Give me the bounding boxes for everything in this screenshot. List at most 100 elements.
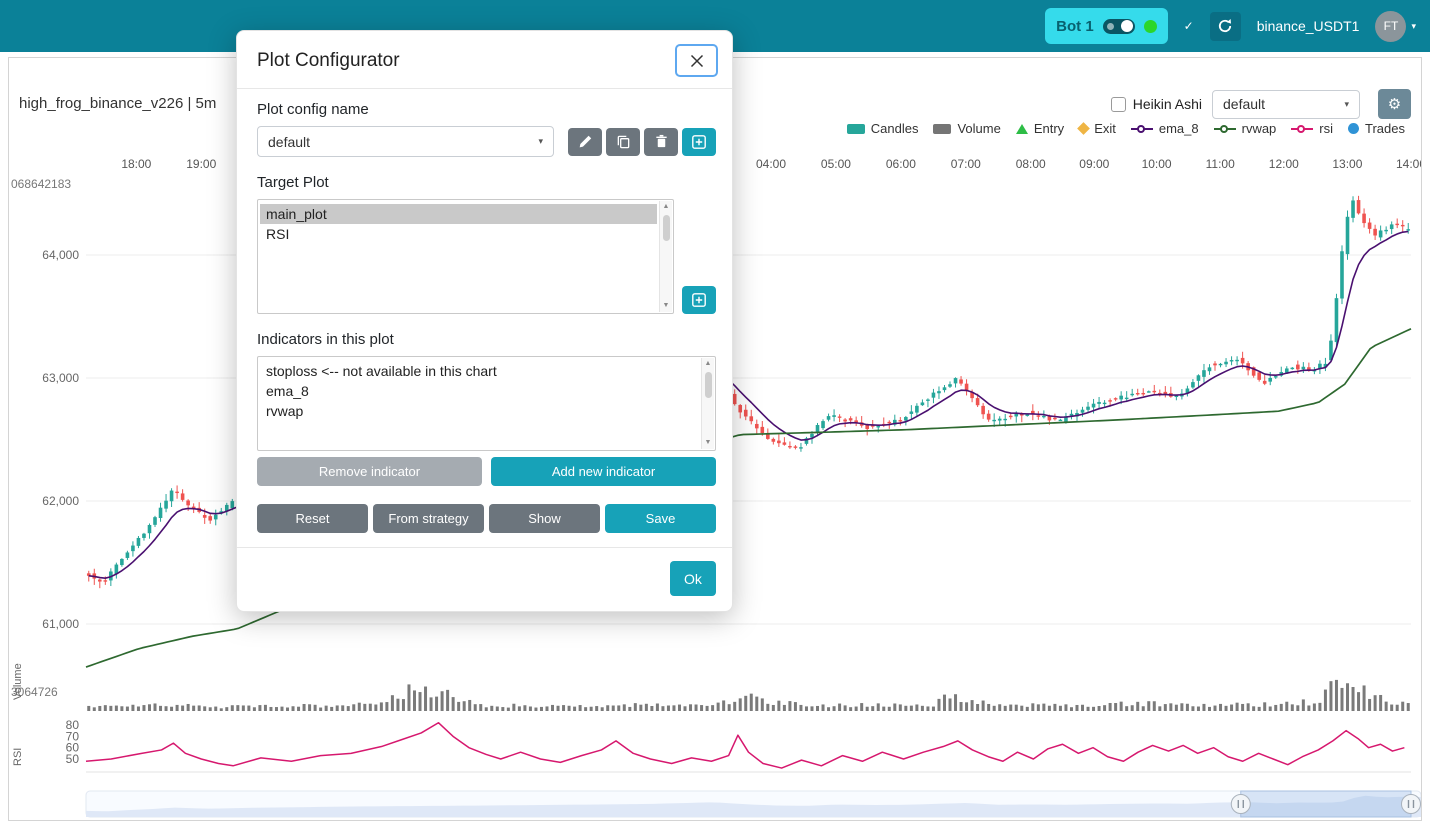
- close-button[interactable]: [675, 44, 718, 77]
- svg-text:13:00: 13:00: [1332, 157, 1362, 171]
- remove-indicator-button[interactable]: Remove indicator: [257, 457, 482, 486]
- svg-text:07:00: 07:00: [951, 157, 981, 171]
- svg-text:63,000: 63,000: [42, 371, 79, 385]
- Candles-marker: [846, 123, 865, 134]
- svg-text:18:00: 18:00: [121, 157, 151, 171]
- add-indicator-button[interactable]: Add new indicator: [491, 457, 716, 486]
- Volume-marker: [933, 123, 952, 134]
- refresh-button[interactable]: [1209, 11, 1241, 41]
- indicators-label: Indicators in this plot: [257, 331, 394, 348]
- add-box-icon: [692, 293, 706, 307]
- Trades-marker: [1348, 123, 1360, 134]
- add-config-button[interactable]: [682, 127, 716, 156]
- svg-text:04:00: 04:00: [756, 157, 786, 171]
- dialog-body: Plot config name default ▾: [237, 89, 732, 547]
- legend-item-ema_8[interactable]: ema_8: [1130, 121, 1199, 136]
- legend-item-Trades[interactable]: Trades: [1348, 121, 1405, 136]
- legend-label: ema_8: [1158, 121, 1199, 136]
- scroll-down-icon[interactable]: ▼: [662, 302, 670, 309]
- datazoom-left-handle[interactable]: [1230, 794, 1251, 814]
- svg-text:62,000: 62,000: [42, 494, 79, 508]
- check-icon: ✓: [1183, 19, 1194, 33]
- avatar: FT: [1375, 10, 1407, 42]
- rsi-marker: [1291, 124, 1314, 133]
- edit-config-button[interactable]: [568, 127, 602, 156]
- list-item[interactable]: main_plot: [260, 204, 657, 224]
- svg-text:10:00: 10:00: [1142, 157, 1172, 171]
- svg-text:80: 80: [66, 718, 80, 732]
- target-plot-listbox[interactable]: main_plot RSI ▲ ▼: [257, 199, 674, 314]
- legend-item-rsi[interactable]: rsi: [1291, 121, 1333, 136]
- plot-config-name-label: Plot config name: [257, 101, 369, 118]
- legend-label: Volume: [957, 121, 1001, 136]
- legend-item-Volume[interactable]: Volume: [933, 121, 1001, 136]
- svg-text:RSI: RSI: [12, 748, 24, 766]
- add-target-plot-button[interactable]: [682, 286, 716, 314]
- Entry-marker: [1015, 123, 1028, 134]
- add-box-icon: [692, 134, 706, 149]
- datazoom-right-handle[interactable]: [1400, 794, 1421, 814]
- plot-settings-button[interactable]: ⚙: [1378, 89, 1411, 119]
- refresh-icon: [1219, 19, 1232, 33]
- indicator-actions-row: Remove indicator Add new indicator: [257, 457, 716, 486]
- indicators-listbox[interactable]: stoploss <-- not available in this chart…: [257, 356, 716, 451]
- dialog-title: Plot Configurator: [257, 49, 400, 71]
- chart-legend: Candles Volume Entry Exit ema_8 rvwap rsi Trade…: [846, 121, 1405, 136]
- ok-button[interactable]: Ok: [670, 561, 716, 596]
- copy-icon: [617, 135, 629, 149]
- scroll-down-icon[interactable]: ▼: [704, 439, 712, 446]
- chart-controls: Heikin Ashi default ▾ ⚙: [1110, 89, 1411, 119]
- chart-title: high_frog_binance_v226 | 5m: [19, 95, 217, 112]
- legend-label: rvwap: [1241, 121, 1277, 136]
- list-item[interactable]: rvwap: [266, 403, 304, 419]
- list-item[interactable]: stoploss <-- not available in this chart: [266, 363, 497, 379]
- plot-config-dropdown-value: default: [1223, 96, 1266, 112]
- from-strategy-button[interactable]: From strategy: [373, 504, 484, 533]
- svg-text:14:00: 14:00: [1396, 157, 1421, 171]
- list-item[interactable]: ema_8: [266, 383, 309, 399]
- svg-text:3064726: 3064726: [11, 685, 58, 699]
- legend-label: Entry: [1033, 121, 1065, 136]
- config-row: default ▾: [257, 126, 716, 157]
- save-button[interactable]: Save: [605, 504, 716, 533]
- trash-icon: [655, 134, 667, 148]
- legend-item-rvwap[interactable]: rvwap: [1213, 121, 1277, 136]
- list-item[interactable]: RSI: [266, 226, 290, 242]
- chart-canvas[interactable]: 18:00 19:00 04:00 05:00 06:00 07:00 08:00 09:00…: [9, 58, 1421, 820]
- legend-item-Exit[interactable]: Exit: [1077, 121, 1116, 136]
- svg-text:Volume: Volume: [12, 663, 24, 700]
- scroll-thumb[interactable]: [662, 215, 670, 241]
- user-menu[interactable]: FT ▾: [1375, 10, 1416, 42]
- Exit-marker: [1077, 122, 1091, 135]
- pencil-icon: [579, 135, 591, 148]
- bot-selector[interactable]: Bot 1: [1045, 8, 1168, 44]
- show-button[interactable]: Show: [489, 504, 600, 533]
- legend-label: Exit: [1094, 121, 1116, 136]
- close-icon: [690, 54, 703, 67]
- chevron-down-icon: ▾: [538, 136, 543, 146]
- scroll-up-icon[interactable]: ▲: [662, 203, 670, 210]
- duplicate-config-button[interactable]: [606, 127, 640, 156]
- scroll-thumb[interactable]: [704, 372, 712, 398]
- gear-icon: ⚙: [1387, 96, 1402, 113]
- dialog-header: Plot Configurator: [237, 31, 732, 88]
- svg-text:08:00: 08:00: [1016, 157, 1046, 171]
- svg-text:61,000: 61,000: [42, 617, 79, 631]
- plot-config-dropdown[interactable]: default ▾: [1212, 89, 1360, 119]
- scroll-up-icon[interactable]: ▲: [704, 360, 712, 367]
- scrollbar[interactable]: ▲ ▼: [701, 358, 714, 449]
- legend-item-Entry[interactable]: Entry: [1015, 121, 1065, 136]
- svg-text:09:00: 09:00: [1079, 157, 1109, 171]
- rvwap-marker: [1213, 124, 1236, 133]
- reset-button[interactable]: Reset: [257, 504, 368, 533]
- plot-config-select[interactable]: default ▾: [257, 126, 554, 157]
- bot-toggle[interactable]: [1102, 18, 1135, 34]
- legend-item-Candles[interactable]: Candles: [846, 121, 918, 136]
- target-plot-label: Target Plot: [257, 174, 329, 191]
- indicators-list: stoploss <-- not available in this chart…: [260, 361, 699, 421]
- target-plot-row: main_plot RSI ▲ ▼: [257, 199, 716, 314]
- scrollbar[interactable]: ▲ ▼: [659, 201, 672, 312]
- delete-config-button[interactable]: [644, 127, 678, 156]
- svg-text:60: 60: [66, 741, 80, 755]
- heikin-ashi-checkbox[interactable]: [1110, 96, 1126, 112]
